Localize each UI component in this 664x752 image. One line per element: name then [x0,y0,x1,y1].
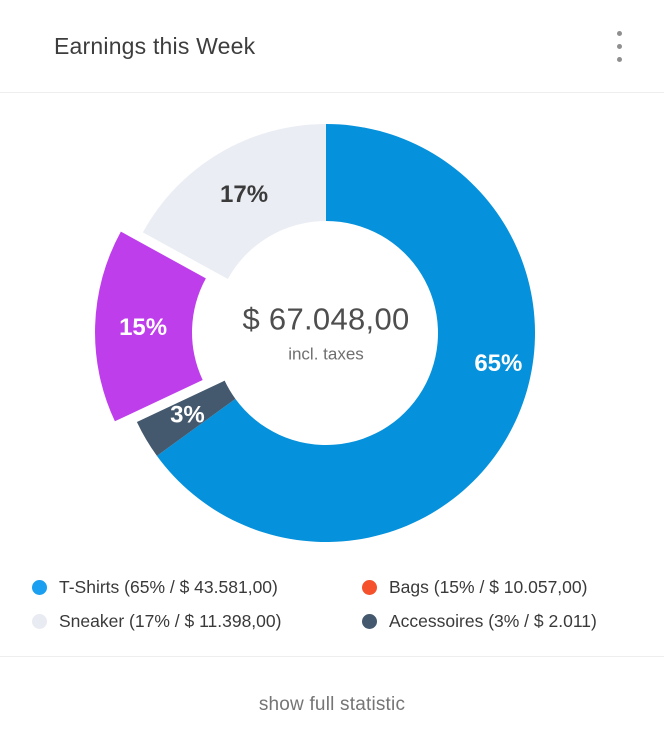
legend-label-accessoires: Accessoires (3% / $ 2.011) [389,611,597,631]
donut-chart: 65% 3% 15% 17% $ 67.048,00 incl. taxes [0,93,664,555]
legend-dot-tshirts [32,580,47,595]
donut-slice-sneaker[interactable] [142,124,326,280]
card-header: Earnings this Week [0,0,664,93]
show-full-statistic-link[interactable]: show full statistic [258,693,406,715]
donut-slice-t-shirts[interactable] [156,124,535,542]
slice-percent-label-t-shirts: 65% [474,350,522,377]
legend-dot-accessoires [362,614,377,629]
donut-chart-svg: 65% 3% 15% 17% [95,124,535,542]
legend-item-accessoires: Accessoires (3% / $ 2.011) [362,611,664,632]
donut-slice-bags[interactable] [95,231,206,422]
donut-slice-accessoires[interactable] [136,380,236,456]
legend-label-bags: Bags (15% / $ 10.057,00) [389,577,588,597]
slice-percent-label-sneaker: 17% [220,181,268,208]
legend-label-tshirts: T-Shirts (65% / $ 43.581,00) [59,577,278,597]
legend-label-sneaker: Sneaker (17% / $ 11.398,00) [59,611,282,631]
legend-item-sneaker: Sneaker (17% / $ 11.398,00) [32,611,362,632]
legend-dot-sneaker [32,614,47,629]
chart-legend: T-Shirts (65% / $ 43.581,00) Bags (15% / … [0,555,664,632]
page-title: Earnings this Week [54,32,256,59]
legend-dot-bags [362,580,377,595]
slice-percent-label-accessoires: 3% [170,401,205,428]
kebab-menu-icon[interactable] [609,25,630,68]
card-footer: show full statistic [0,656,664,752]
legend-item-bags: Bags (15% / $ 10.057,00) [362,577,664,598]
legend-item-tshirts: T-Shirts (65% / $ 43.581,00) [32,577,362,598]
slice-percent-label-bags: 15% [119,314,167,341]
